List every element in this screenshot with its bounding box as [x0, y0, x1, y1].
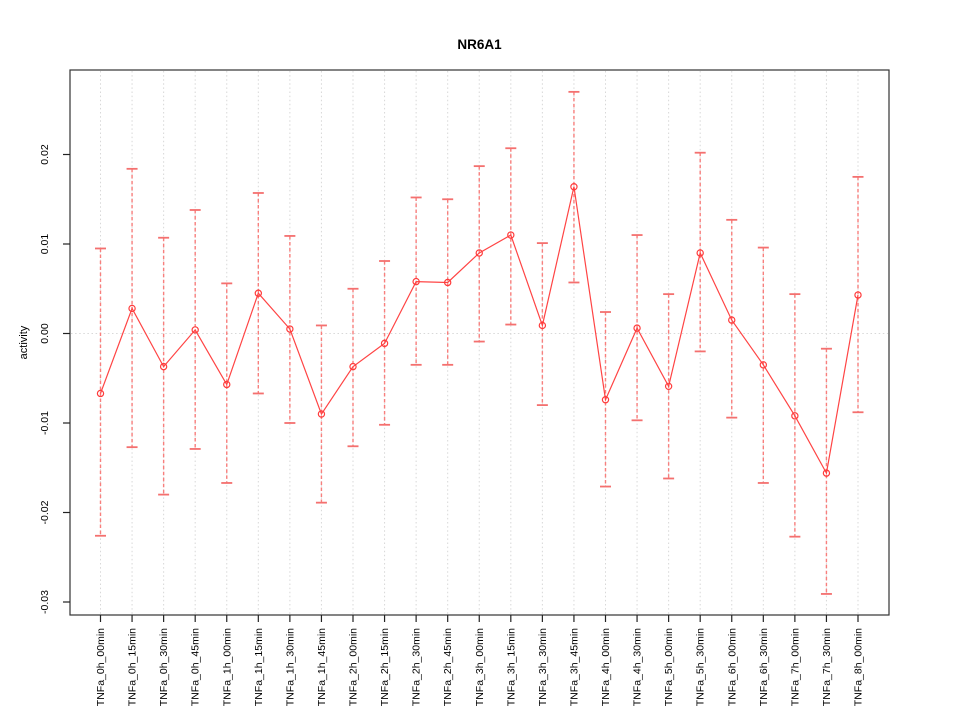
x-tick-label: TNFa_8h_00min [853, 628, 865, 706]
data-point [380, 339, 389, 348]
x-tick-label: TNFa_2h_00min [348, 628, 360, 706]
data-point [286, 325, 294, 333]
x-tick-label: TNFa_1h_00min [221, 628, 233, 706]
x-tick-label: TNFa_0h_30min [158, 628, 170, 706]
y-tick-label: -0.03 [39, 590, 51, 614]
data-point [191, 326, 199, 334]
data-point [633, 324, 641, 332]
x-tick-label: TNFa_7h_00min [789, 628, 801, 706]
chart-title: NR6A1 [457, 37, 502, 52]
data-point [664, 382, 673, 391]
data-point [159, 362, 168, 371]
x-tick-label: TNFa_6h_00min [726, 628, 738, 706]
x-tick-label: TNFa_1h_15min [253, 628, 265, 706]
x-tick-label: TNFa_2h_45min [442, 628, 454, 706]
x-tick-label: TNFa_5h_00min [663, 628, 675, 706]
x-tick-label: TNFa_5h_30min [695, 628, 707, 706]
x-tick-label: TNFa_6h_30min [758, 628, 770, 706]
x-tick-label: TNFa_1h_30min [284, 628, 296, 706]
data-point [854, 291, 862, 299]
y-tick-label: -0.02 [39, 500, 51, 524]
x-tick-label: TNFa_3h_30min [537, 628, 549, 706]
x-tick-label: TNFa_0h_15min [127, 628, 139, 706]
y-tick-label: -0.01 [39, 411, 51, 435]
data-point [443, 278, 452, 287]
data-point [317, 410, 326, 418]
y-axis-title: activity [18, 325, 30, 359]
x-axis: TNFa_0h_00min TNFa_0h_15min TNFa_0h_30min T… [95, 615, 865, 706]
y-tick-label: 0.00 [39, 323, 51, 344]
x-tick-label: TNFa_3h_00min [474, 628, 486, 706]
x-tick-label: TNFa_2h_30min [411, 628, 423, 706]
data-point [475, 249, 483, 257]
x-tick-label: TNFa_3h_15min [505, 628, 517, 706]
x-tick-label: TNFa_7h_30min [821, 628, 833, 706]
x-tick-label: TNFa_0h_00min [95, 628, 107, 706]
data-point [759, 361, 768, 369]
data-point [728, 316, 736, 324]
data-point [223, 380, 231, 389]
data-point [601, 396, 610, 404]
data-point [507, 231, 515, 239]
series-line [99, 186, 859, 475]
data-point [822, 469, 831, 477]
y-tick-label: 0.02 [39, 144, 51, 165]
data-point [128, 304, 136, 313]
x-tick-label: TNFa_1h_45min [316, 628, 328, 706]
x-tick-label: TNFa_3h_45min [568, 628, 580, 706]
x-tick-label: TNFa_0h_45min [190, 628, 202, 706]
data-point [96, 389, 105, 398]
x-tick-label: TNFa_4h_00min [600, 628, 612, 706]
data-point [254, 289, 263, 297]
data-point [538, 321, 547, 330]
data-point [349, 362, 357, 371]
data-point [696, 249, 704, 257]
y-tick-label: 0.01 [39, 234, 51, 255]
data-point [412, 277, 420, 286]
y-axis: 0.02 0.01 0.00 -0.01 -0.02 -0.03 [39, 144, 70, 614]
data-point [570, 183, 578, 191]
data-point [791, 412, 799, 420]
grid-lines [71, 71, 888, 614]
x-tick-label: TNFa_2h_15min [379, 628, 391, 706]
x-tick-label: TNFa_4h_30min [632, 628, 644, 706]
data-points [96, 183, 862, 477]
